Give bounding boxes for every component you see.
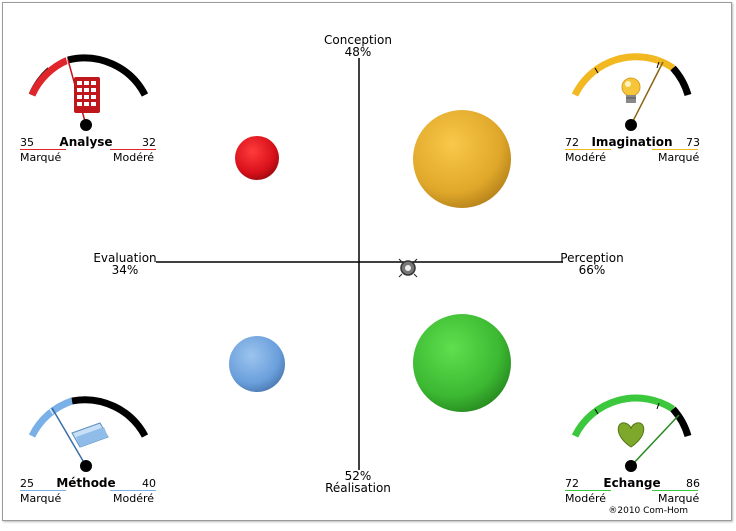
echange-bubble bbox=[413, 314, 511, 412]
analyse-gauge bbox=[28, 54, 149, 131]
analyse-left-label: Marqué bbox=[20, 151, 62, 164]
right-axis-name: Perception bbox=[560, 251, 624, 265]
analyse-name: Analyse bbox=[59, 135, 113, 149]
imagination-bubble bbox=[413, 110, 511, 208]
methode-right-rule bbox=[110, 490, 156, 491]
right-axis-label: Perception 66% bbox=[542, 252, 642, 276]
analyse-bubble bbox=[235, 136, 279, 180]
echange-gauge bbox=[571, 394, 692, 472]
analyse-right-label: Modéré bbox=[113, 151, 155, 164]
methode-right-value: 40 bbox=[142, 477, 156, 490]
imagination-name: Imagination bbox=[591, 135, 673, 149]
top-axis-label: Conception 48% bbox=[308, 34, 408, 58]
left-axis-name: Evaluation bbox=[93, 251, 157, 265]
analyse-right-rule bbox=[110, 149, 156, 150]
left-axis-value: 34% bbox=[111, 263, 139, 277]
analyse-left-rule bbox=[20, 149, 66, 150]
methode-name: Méthode bbox=[56, 476, 116, 490]
bottom-axis-label: 52% Réalisation bbox=[308, 470, 408, 494]
bottom-axis-name: Réalisation bbox=[325, 481, 391, 495]
top-axis-name: Conception bbox=[324, 33, 392, 47]
imagination-left-value: 72 bbox=[565, 136, 579, 149]
echange-left-label: Modéré bbox=[565, 492, 607, 505]
methode-left-rule bbox=[20, 490, 66, 491]
calculator-icon bbox=[74, 77, 100, 113]
diagram-frame bbox=[2, 2, 732, 521]
lightbulb-icon bbox=[621, 77, 641, 103]
imagination-right-label: Marqué bbox=[658, 151, 700, 164]
methode-left-label: Marqué bbox=[20, 492, 62, 505]
methode-left-value: 25 bbox=[20, 477, 34, 490]
methode-right-label: Modéré bbox=[113, 492, 155, 505]
imagination-right-rule bbox=[652, 149, 698, 150]
methode-gauge bbox=[28, 396, 149, 472]
imagination-left-label: Modéré bbox=[565, 151, 607, 164]
methode-bubble bbox=[229, 336, 285, 392]
target-icon bbox=[398, 258, 418, 278]
imagination-left-rule bbox=[565, 149, 611, 150]
bottom-axis-value: 52% bbox=[344, 469, 372, 483]
right-axis-value: 66% bbox=[578, 263, 606, 277]
left-axis-label: Evaluation 34% bbox=[75, 252, 175, 276]
echange-right-label: Marqué bbox=[658, 492, 700, 505]
heart-icon bbox=[617, 422, 645, 448]
echange-left-value: 72 bbox=[565, 477, 579, 490]
top-axis-value: 48% bbox=[344, 45, 372, 59]
copyright: ®2010 Com-Hom bbox=[608, 506, 688, 516]
analyse-left-value: 35 bbox=[20, 136, 34, 149]
echange-right-rule bbox=[652, 490, 698, 491]
folder-icon bbox=[71, 422, 109, 448]
echange-left-rule bbox=[565, 490, 611, 491]
echange-right-value: 86 bbox=[686, 477, 700, 490]
imagination-gauge bbox=[571, 53, 692, 131]
imagination-right-value: 73 bbox=[686, 136, 700, 149]
echange-name: Echange bbox=[603, 476, 661, 490]
analyse-right-value: 32 bbox=[142, 136, 156, 149]
